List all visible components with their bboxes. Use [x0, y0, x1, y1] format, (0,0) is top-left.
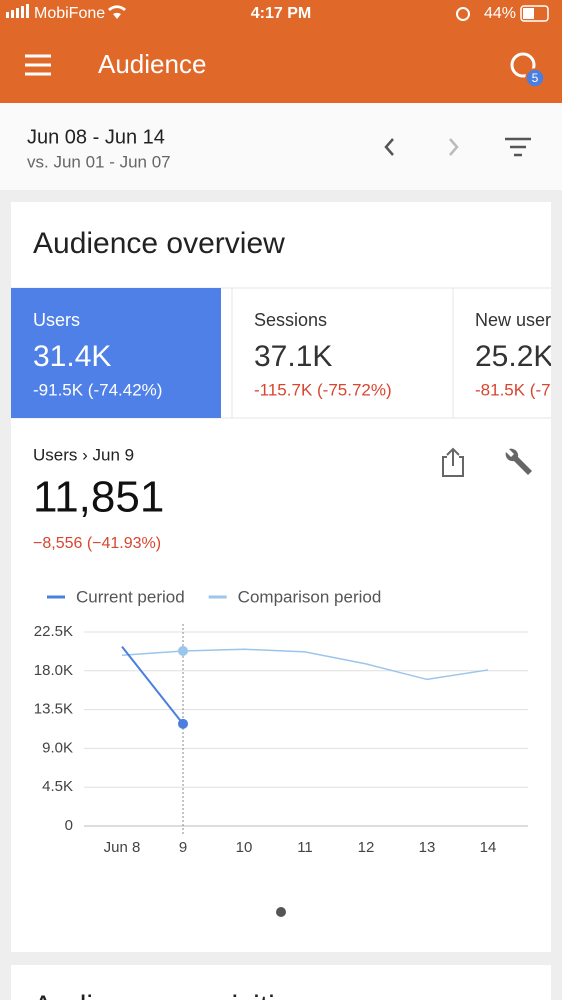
carrier: MobiFone [34, 5, 105, 22]
detail-change: −8,556 (−41.93%) [33, 535, 161, 552]
tab-label: Sessions [254, 310, 327, 330]
metric-tab[interactable]: New users 25.2K -81.5K (-7 [452, 288, 560, 418]
app-title: Audience [98, 49, 206, 79]
battery-level: 44% [484, 5, 516, 22]
metric-tab[interactable]: Sessions 37.1K -115.7K (-75.72%) [231, 288, 392, 418]
x-tick-label: 14 [480, 839, 497, 856]
settings-button[interactable] [505, 448, 532, 475]
tab-label: New users [475, 310, 560, 330]
x-tick-label: 11 [297, 839, 313, 856]
lock-icon [456, 7, 470, 21]
y-tick-label: 22.5K [34, 623, 73, 640]
date-bar [0, 103, 562, 190]
battery-fill [523, 8, 534, 19]
metric-tab[interactable]: Users 31.4K -91.5K (-74.42%) [11, 288, 221, 418]
series-line [121, 646, 184, 725]
x-tick-label: 12 [358, 839, 375, 856]
y-tick-label: 18.0K [34, 662, 73, 679]
page-indicator [276, 907, 286, 917]
filter-button[interactable] [505, 137, 531, 157]
next-button[interactable] [449, 138, 459, 156]
signal-icon [6, 4, 29, 18]
x-tick-label: 9 [179, 839, 187, 856]
x-tick-label: 10 [236, 839, 253, 856]
tab-value: 37.1K [254, 340, 332, 373]
legend-label: Comparison period [238, 587, 382, 606]
card-title: Audience overview [33, 227, 285, 260]
selected-point [178, 718, 188, 729]
menu-button[interactable] [25, 54, 51, 76]
legend-label: Current period [76, 587, 185, 606]
tab-label: Users [33, 310, 80, 330]
breadcrumb: Users › Jun 9 [33, 445, 134, 464]
selected-point [178, 645, 188, 656]
share-button[interactable] [442, 447, 464, 477]
next-card-title: Audience acquisition [33, 990, 308, 1000]
battery-icon [520, 5, 549, 22]
tab-value: 25.2K [475, 340, 553, 373]
clock: 4:17 PM [251, 5, 311, 22]
comparison-range: vs. Jun 01 - Jun 07 [27, 152, 171, 171]
tab-change: -91.5K (-74.42%) [33, 380, 162, 399]
property-switcher[interactable]: 5 [510, 52, 545, 88]
tab-change: -115.7K (-75.72%) [254, 380, 392, 399]
y-tick-label: 0 [65, 817, 73, 834]
y-tick-label: 13.5K [34, 701, 73, 718]
x-tick-label: 13 [419, 839, 436, 856]
tab-value: 31.4K [33, 340, 111, 373]
wifi-icon [108, 5, 126, 19]
tab-highlight [11, 288, 221, 418]
metric-tabs: Users 31.4K -91.5K (-74.42%) Sessions 37.1K -… [11, 287, 560, 419]
tab-change: -81.5K (-7 [475, 380, 551, 399]
x-tick-label: Jun 8 [104, 839, 141, 856]
y-tick-label: 9.0K [42, 739, 73, 756]
date-range[interactable]: Jun 08 - Jun 14 [27, 126, 165, 148]
detail-value: 11,851 [33, 473, 164, 522]
prev-button[interactable] [384, 138, 394, 156]
y-tick-label: 4.5K [42, 778, 73, 795]
next-card [11, 965, 551, 1000]
badge: 5 [532, 71, 539, 85]
chart: 0 4.5K 9.0K 13.5K 18.0K 22.5K Jun 8 9 10 11 12 13 14… [34, 587, 528, 856]
